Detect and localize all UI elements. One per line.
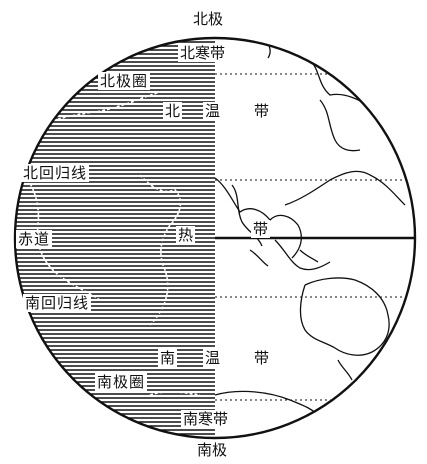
north-pole-label: 北极	[193, 10, 224, 28]
north-frigid-zone-label: 北寒带	[178, 44, 228, 62]
west-coastline	[24, 91, 201, 396]
equator-label: 赤道	[16, 230, 53, 248]
south-pole-label: 南极	[197, 441, 228, 459]
torrid-char-1: 热	[176, 226, 196, 244]
south-temperate-char-1: 南	[158, 349, 178, 367]
tropic-of-cancer-label: 北回归线	[21, 164, 90, 182]
south-temperate-char-3: 带	[252, 349, 272, 367]
north-temperate-char-3: 带	[252, 102, 272, 120]
globe-outline	[13, 36, 417, 440]
tropic-of-capricorn-label: 南回归线	[23, 294, 92, 312]
north-temperate-char-1: 北	[163, 102, 183, 120]
torrid-char-2: 带	[251, 220, 271, 238]
east-coastline	[214, 39, 406, 419]
antarctic-circle-label: 南极圈	[95, 373, 148, 391]
south-frigid-zone-label: 南寒带	[181, 410, 231, 428]
arctic-circle-label: 北极圈	[98, 72, 151, 90]
north-temperate-char-2: 温	[203, 102, 223, 120]
south-temperate-char-2: 温	[203, 349, 223, 367]
